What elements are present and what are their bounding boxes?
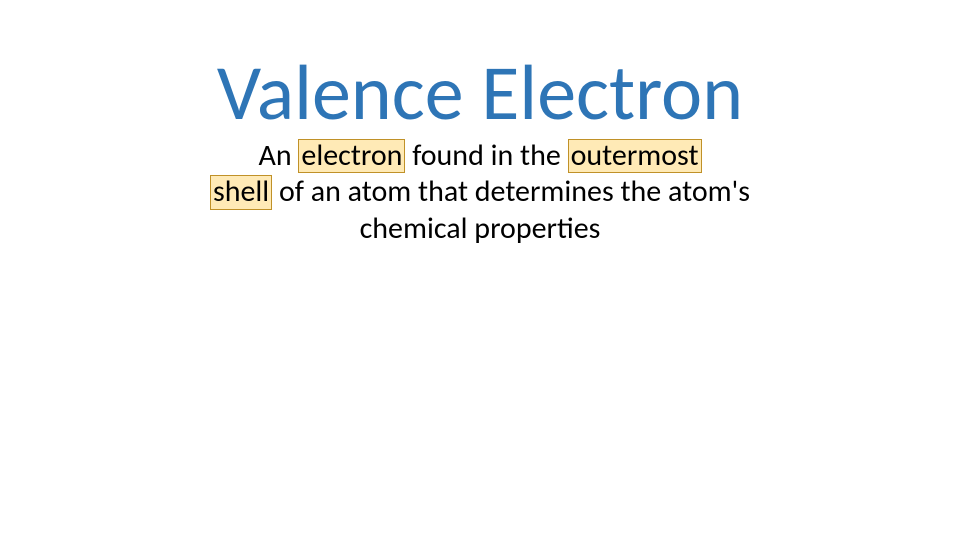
description-container: An electron found in the outermostshell …: [0, 138, 960, 248]
desc-text-suffix: of an atom that determines the atom's ch…: [272, 173, 750, 247]
slide-title: Valence Electron: [0, 52, 960, 134]
slide: Valence Electron An electron found in th…: [0, 0, 960, 540]
desc-text-mid1: found in the: [405, 137, 567, 174]
highlight-outermost: outermost: [568, 139, 702, 173]
desc-text-prefix: An: [258, 137, 298, 174]
highlight-shell: shell: [210, 175, 272, 209]
highlight-electron: electron: [298, 139, 405, 173]
slide-description: An electron found in the outermostshell …: [160, 138, 800, 248]
